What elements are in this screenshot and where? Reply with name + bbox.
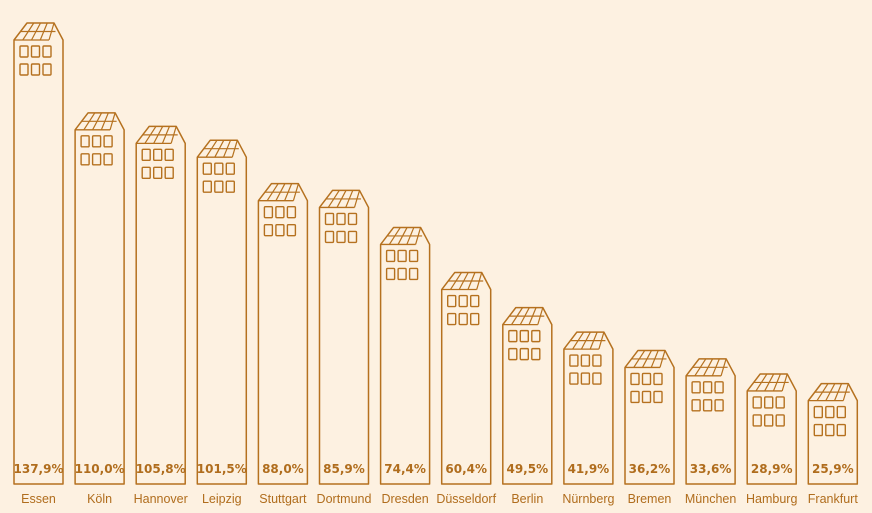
building-outline	[502, 306, 553, 485]
building-outline	[257, 182, 309, 485]
windows-icon	[569, 354, 602, 385]
building-outline	[13, 22, 64, 485]
windows-icon	[80, 135, 113, 166]
bar-value-label: 49,5%	[506, 462, 548, 476]
windows-icon	[324, 212, 358, 244]
bar-value-label: 36,2%	[629, 462, 671, 476]
bar-value-label: 110,0%	[75, 462, 125, 476]
building-outline	[379, 226, 431, 485]
solar-panel-icon	[75, 112, 117, 131]
category-label: Leipzig	[202, 492, 242, 506]
solar-panel-icon	[136, 126, 178, 145]
category-label: Hamburg	[746, 492, 797, 506]
bar-value-label: 25,9%	[812, 462, 854, 476]
bar-building: 33,6% München	[685, 358, 736, 506]
building-outline	[318, 189, 370, 485]
category-label: Köln	[87, 492, 112, 506]
bar-building: 36,2% Bremen	[624, 349, 675, 506]
bar-building: 85,9% Dortmund	[317, 189, 372, 506]
solar-panel-icon	[747, 373, 789, 392]
bar-value-label: 33,6%	[690, 462, 732, 476]
windows-icon	[263, 205, 297, 237]
bar-building: 101,5% Leipzig	[196, 139, 248, 506]
bar-building: 25,9% Frankfurt	[807, 382, 859, 506]
solar-panel-icon	[319, 190, 361, 209]
windows-icon	[141, 148, 174, 180]
windows-icon	[691, 381, 724, 412]
building-outline	[74, 112, 125, 485]
windows-icon	[447, 294, 480, 326]
category-label: Nürnberg	[562, 492, 614, 506]
windows-icon	[813, 405, 846, 437]
windows-icon	[630, 372, 663, 404]
bar-building: 28,9% Hamburg	[746, 373, 797, 506]
bar-building: 110,0% Köln	[74, 112, 125, 506]
solar-panel-icon	[502, 307, 545, 326]
bar-value-label: 105,8%	[136, 462, 186, 476]
category-label: Stuttgart	[259, 492, 307, 506]
windows-icon	[508, 329, 541, 361]
bar-value-label: 60,4%	[445, 462, 487, 476]
category-label: Essen	[21, 492, 56, 506]
category-label: Frankfurt	[808, 492, 859, 506]
solar-panel-icon	[808, 383, 850, 402]
solar-panel-icon	[686, 358, 728, 377]
bar-value-label: 137,9%	[14, 462, 64, 476]
bar-building: 49,5% Berlin	[502, 306, 553, 506]
bar-value-label: 28,9%	[751, 462, 793, 476]
bar-building: 88,0% Stuttgart	[257, 182, 309, 506]
bar-building: 105,8% Hannover	[134, 125, 188, 506]
bar-value-label: 74,4%	[384, 462, 426, 476]
category-label: München	[685, 492, 736, 506]
solar-panel-icon	[14, 22, 56, 41]
windows-icon	[385, 249, 419, 281]
solar-panel-icon	[563, 331, 606, 350]
building-outline	[135, 125, 186, 485]
windows-icon	[19, 45, 52, 76]
solar-panel-icon	[258, 183, 300, 202]
category-label: Dortmund	[317, 492, 372, 506]
bar-value-label: 41,9%	[568, 462, 610, 476]
bar-building: 60,4% Düsseldorf	[436, 271, 497, 506]
solar-panel-icon	[441, 272, 484, 291]
bar-building: 137,9% Essen	[13, 22, 64, 506]
bar-building: 41,9% Nürnberg	[562, 331, 614, 506]
category-label: Düsseldorf	[436, 492, 496, 506]
solar-panel-icon	[625, 350, 667, 369]
category-label: Hannover	[134, 492, 188, 506]
solar-panel-icon	[197, 139, 239, 158]
windows-icon	[202, 162, 236, 193]
bar-value-label: 101,5%	[197, 462, 247, 476]
solar-panel-icon	[380, 227, 423, 246]
bar-building: 74,4% Dresden	[379, 226, 431, 506]
windows-icon	[752, 396, 785, 427]
category-label: Bremen	[628, 492, 672, 506]
category-label: Berlin	[511, 492, 543, 506]
category-label: Dresden	[381, 492, 428, 506]
bar-value-label: 88,0%	[262, 462, 304, 476]
building-outline	[440, 271, 492, 485]
bar-value-label: 85,9%	[323, 462, 365, 476]
